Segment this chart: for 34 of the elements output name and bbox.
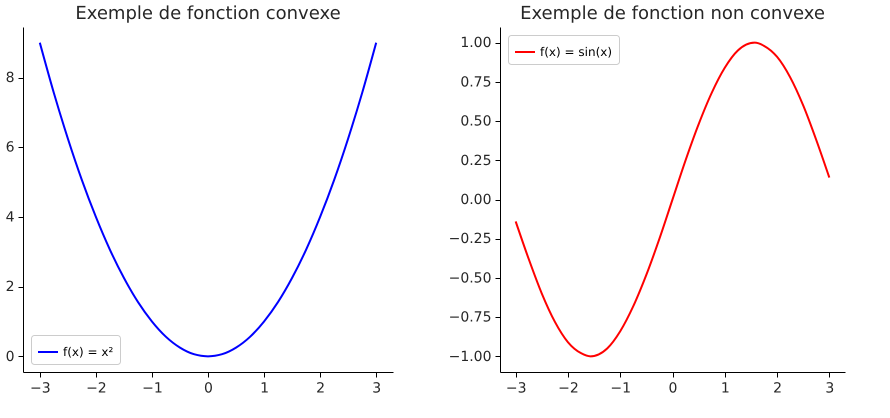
x-tick-label: 3 <box>372 380 382 396</box>
line-series <box>514 42 830 358</box>
x-tick-label: −3 <box>506 380 526 396</box>
chart-title: Exemple de fonction non convexe <box>520 3 825 24</box>
y-tick-label: 8 <box>6 70 14 86</box>
y-tick-label: −0.25 <box>448 231 492 248</box>
x-tick-label: 0 <box>668 380 678 396</box>
y-tick-label: 0 <box>6 348 14 365</box>
y-tick-label: 4 <box>6 209 15 226</box>
y-tick-label: 6 <box>6 140 15 156</box>
y-tick-label: 2 <box>6 279 14 296</box>
x-tick-label: 2 <box>773 380 782 396</box>
x-tick-label: 3 <box>825 380 834 396</box>
legend-label: f(x) = x² <box>63 345 114 359</box>
x-tick-label: −1 <box>610 380 632 396</box>
line-series <box>38 42 378 358</box>
y-tick-label: 1.00 <box>460 35 492 52</box>
legend-label: f(x) = sin(x) <box>540 45 612 59</box>
x-tick-label: −1 <box>142 380 163 396</box>
x-tick-label: −2 <box>558 380 579 396</box>
x-tick-label: 0 <box>204 380 213 396</box>
x-tick-label: 2 <box>316 380 326 396</box>
x-tick-label: −3 <box>30 380 51 396</box>
x-tick-label: −2 <box>86 380 107 396</box>
y-tick-label: 0.75 <box>460 74 492 90</box>
y-tick-label: 0.50 <box>460 114 492 130</box>
y-tick-label: −0.75 <box>448 310 492 326</box>
y-tick-label: −0.50 <box>448 270 492 286</box>
y-tick-label: 0.25 <box>460 152 492 169</box>
x-tick-label: 1 <box>260 380 270 396</box>
y-tick-label: −1.00 <box>448 348 492 365</box>
x-tick-label: 1 <box>720 380 730 396</box>
chart-title: Exemple de fonction convexe <box>75 3 341 24</box>
y-tick-label: 0.00 <box>460 192 492 208</box>
